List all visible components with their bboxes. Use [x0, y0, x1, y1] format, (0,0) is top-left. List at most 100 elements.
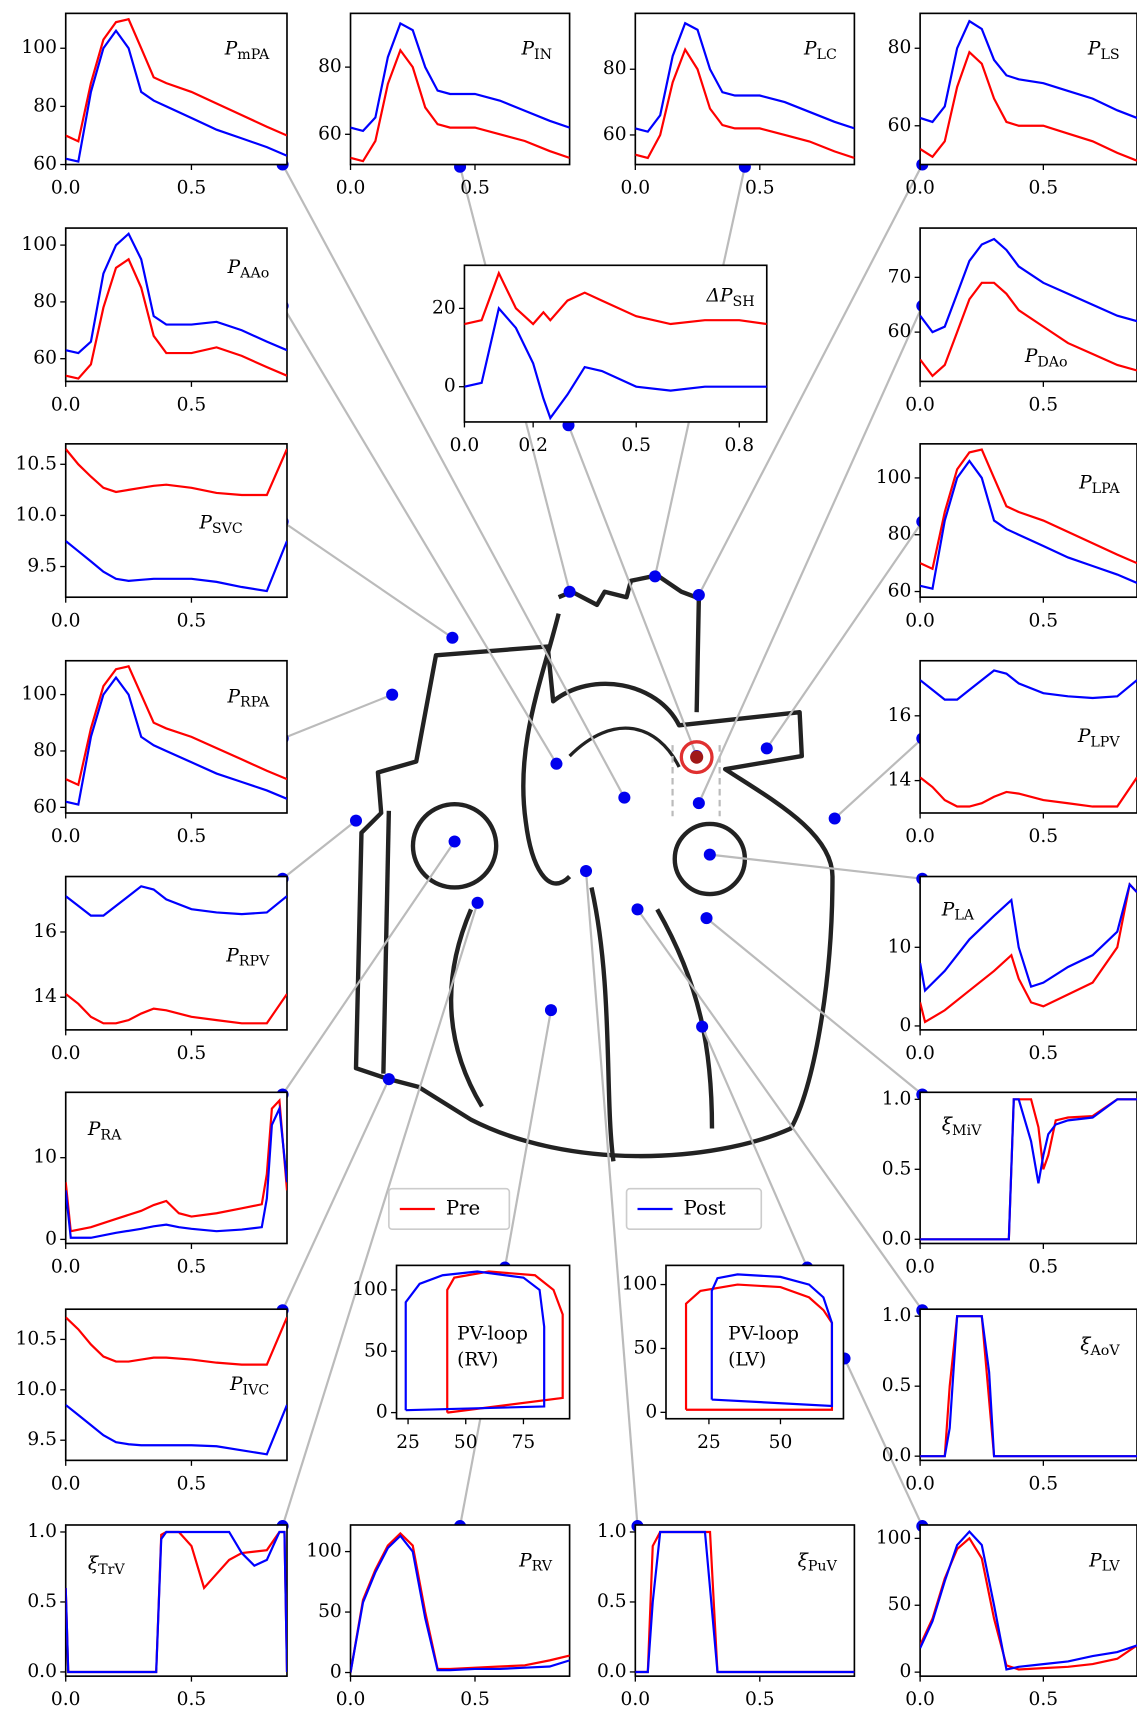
- annotation: (RV): [457, 1350, 498, 1371]
- line-chart: 0.0 0.5 1.0 0.0 0.5 ξAoV: [882, 1305, 1137, 1494]
- probe-dot: [550, 757, 563, 770]
- plot-frame: [634, 1524, 856, 1677]
- y-tick-label: 80: [603, 58, 627, 79]
- y-tick-label: 100: [21, 684, 57, 705]
- y-tick-label: 0: [376, 1402, 388, 1423]
- annotation-sub: IN: [534, 47, 552, 63]
- series-line: [920, 1098, 1137, 1241]
- x-tick-label: 0.0: [336, 178, 366, 199]
- series-line: [920, 776, 1137, 808]
- annotation-sub: LS: [1100, 47, 1119, 63]
- line-chart: 0.0 0.5 1.0 0.0 0.5 ξMiV: [882, 1088, 1137, 1278]
- line-chart: 60 70 0.0 0.5 PDAo: [888, 227, 1137, 416]
- annotation-sub: MiV: [952, 1123, 982, 1139]
- y-tick-label: 10.5: [16, 1328, 57, 1349]
- annotation-sub: SVC: [212, 521, 243, 537]
- connector: [281, 819, 357, 880]
- y-tick-label: 10: [888, 936, 912, 957]
- annotation-sub: DAo: [1037, 354, 1067, 370]
- plot-frame: [64, 443, 288, 599]
- x-tick-label: 0.0: [51, 178, 81, 199]
- line-chart: 0 10 0.0 0.5 PRA: [33, 1091, 288, 1278]
- annotation-main: P: [1077, 726, 1091, 747]
- probe-dot: [471, 896, 484, 909]
- annotation: PLA: [941, 899, 975, 923]
- connector: [281, 902, 479, 1527]
- probe-dot: [696, 1020, 709, 1033]
- probe-dot: [349, 814, 363, 827]
- annotation-main: ξ: [1080, 1334, 1091, 1355]
- y-tick-label: 100: [876, 1527, 912, 1548]
- annotation: PmPA: [224, 39, 270, 63]
- y-tick-label: 50: [888, 1594, 912, 1615]
- annotation: PSVC: [198, 513, 243, 537]
- series-line: [65, 1316, 287, 1366]
- annotation: PIVC: [229, 1374, 269, 1398]
- series-line: [920, 50, 1137, 162]
- series-line: [920, 882, 1137, 993]
- connector: [584, 870, 639, 1527]
- x-tick-label: 0.0: [905, 395, 935, 416]
- series-line: [65, 231, 287, 355]
- x-tick-label: 0.5: [1029, 1043, 1059, 1064]
- y-tick-label: 1.0: [27, 1521, 57, 1542]
- legend-box: [388, 1187, 511, 1231]
- plot-frame: [634, 12, 856, 166]
- y-tick-label: 60: [33, 796, 57, 817]
- series-line: [65, 17, 287, 143]
- probe-dot: [649, 570, 662, 583]
- x-tick-label: 0.5: [177, 1043, 207, 1064]
- annotation-main: P: [1087, 39, 1101, 60]
- series-line: [404, 1270, 546, 1412]
- annotation-main: P: [87, 1119, 101, 1140]
- connector: [697, 305, 924, 804]
- line-chart: 60 80 0.0 0.5 PLS: [888, 12, 1137, 199]
- y-tick-label: 100: [352, 1279, 388, 1300]
- plot-frame: [64, 1091, 288, 1245]
- x-tick-label: 0.5: [1029, 826, 1059, 847]
- plot-frame: [349, 12, 571, 166]
- y-tick-label: 60: [33, 154, 57, 175]
- plot-frame: [64, 227, 288, 383]
- annotation-sub: RA: [100, 1128, 122, 1144]
- x-tick-label: 25: [697, 1432, 721, 1453]
- annotation: PLC: [803, 39, 837, 63]
- line-chart: 14 16 0.0 0.5 PRPV: [33, 875, 288, 1064]
- annotation-sub: LA: [954, 908, 974, 924]
- annotation: (LV): [728, 1350, 766, 1371]
- connector: [701, 1026, 809, 1269]
- series-line: [920, 281, 1137, 378]
- series-line: [65, 448, 287, 497]
- probe-dot: [580, 865, 593, 878]
- connector: [697, 164, 924, 596]
- y-tick-label: 0: [900, 1015, 912, 1036]
- legend-label: Post: [684, 1196, 726, 1219]
- connector: [281, 840, 456, 1096]
- series-line: [65, 993, 287, 1025]
- plot-frame: [64, 875, 288, 1031]
- annotation-sub: PuV: [808, 1559, 838, 1575]
- annotation: ξTrV: [88, 1553, 126, 1577]
- shunt-dot: [690, 750, 704, 764]
- line-chart: 0 50 100 0.0 0.5 PLV: [876, 1524, 1137, 1710]
- heart-diagram: [353, 573, 835, 1162]
- annotation-sub: LPV: [1090, 734, 1120, 750]
- probe-dot: [692, 588, 705, 602]
- line-chart: 9.5 10.0 10.5 0.0 0.5 PSVC: [16, 443, 288, 631]
- line-chart: 60 80 100 0.0 0.5 PmPA: [21, 12, 288, 199]
- annotation-main: ξ: [798, 1550, 809, 1571]
- series-line: [65, 675, 287, 806]
- annotation-main: P: [227, 257, 241, 278]
- y-tick-label: 50: [318, 1601, 342, 1622]
- series-line: [920, 1530, 1137, 1671]
- annotation-sub: LPA: [1092, 481, 1121, 497]
- annotation-main: P: [225, 945, 239, 966]
- y-tick-label: 80: [33, 291, 57, 312]
- line-chart: 60 80 100 0.0 0.5 PLPA: [876, 443, 1137, 631]
- probe-dot: [692, 797, 705, 810]
- annotation-main: P: [229, 1374, 243, 1395]
- series-line: [350, 47, 570, 163]
- plot-frame: [665, 1264, 845, 1420]
- y-tick-label: 20: [432, 297, 456, 318]
- y-tick-label: 60: [318, 123, 342, 144]
